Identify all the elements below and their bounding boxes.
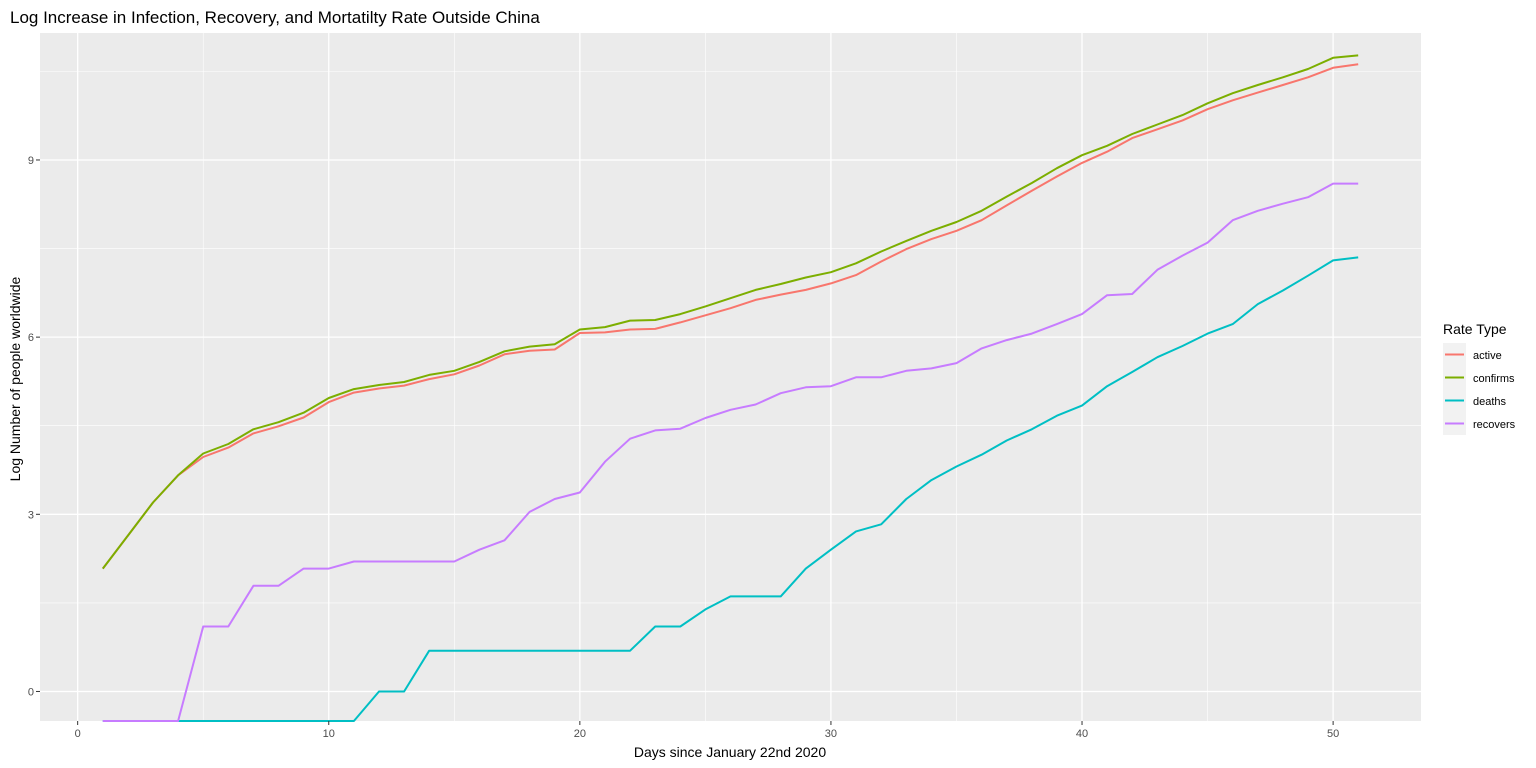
legend-label-active: active [1473, 350, 1502, 362]
y-tick-label: 6 [28, 332, 34, 344]
series-line-deaths [102, 256, 1359, 722]
y-tick-label: 3 [28, 509, 34, 521]
x-axis-title: Days since January 22nd 2020 [634, 744, 826, 760]
x-tick-label: 20 [574, 728, 586, 740]
series-line-confirms [102, 54, 1359, 570]
series-lines [102, 54, 1359, 722]
major-gridlines [40, 33, 1421, 721]
legend-label-recovers: recovers [1473, 419, 1516, 431]
x-tick-label: 50 [1327, 728, 1339, 740]
chart-title: Log Increase in Infection, Recovery, and… [10, 8, 540, 27]
legend: Rate Type active confirms deaths recovers [1443, 321, 1516, 435]
x-tick-label: 40 [1076, 728, 1088, 740]
y-axis-title: Log Number of people worldwide [7, 276, 23, 481]
plot-panel [40, 33, 1421, 721]
x-tick-label: 10 [323, 728, 335, 740]
x-tick-label: 30 [825, 728, 837, 740]
x-tick-label: 0 [75, 728, 81, 740]
y-axis: 0 3 6 9 [28, 155, 40, 698]
legend-label-deaths: deaths [1473, 396, 1507, 408]
minor-gridlines [40, 33, 1421, 721]
x-axis: 0 10 20 30 40 50 [75, 721, 1339, 740]
series-line-recovers [102, 182, 1359, 722]
legend-title: Rate Type [1443, 321, 1507, 337]
y-tick-label: 0 [28, 686, 34, 698]
series-line-active [102, 63, 1359, 570]
y-tick-label: 9 [28, 155, 34, 167]
legend-label-confirms: confirms [1473, 373, 1515, 385]
